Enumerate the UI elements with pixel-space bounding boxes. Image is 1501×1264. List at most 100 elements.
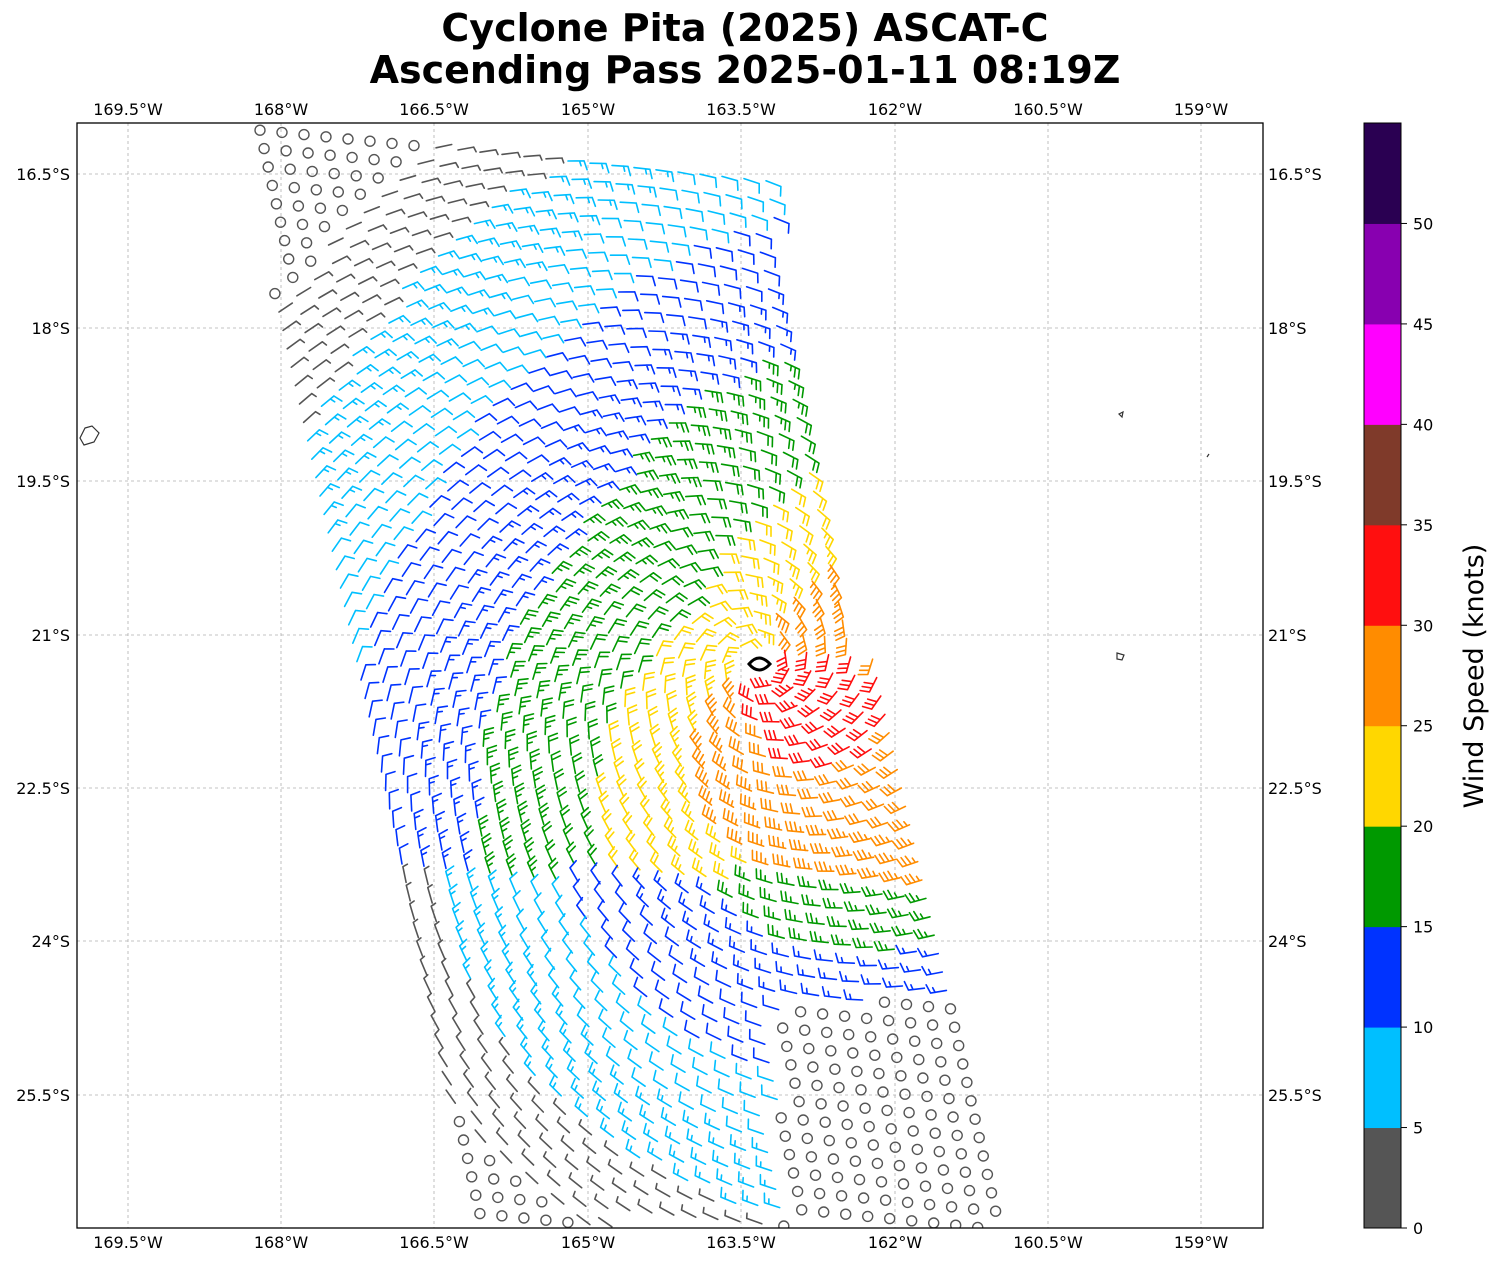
wind-barb (459, 252, 483, 263)
wind-barb (518, 695, 532, 715)
wind-barb (797, 788, 819, 800)
wind-barb (399, 174, 417, 181)
wind-barb (380, 752, 393, 773)
wind-barb (431, 792, 442, 814)
wind-barb (579, 915, 592, 938)
wind-barb (660, 657, 675, 675)
calm-marker (483, 1154, 496, 1167)
wind-barb (780, 890, 799, 905)
wind-barb (655, 169, 675, 183)
wind-barb (558, 406, 582, 416)
calm-marker (925, 1109, 937, 1121)
wind-barb (433, 232, 454, 239)
wind-barb (883, 801, 907, 815)
wind-barb (749, 592, 768, 607)
calm-marker (840, 1208, 852, 1220)
wind-barb (741, 267, 759, 284)
calm-marker (457, 1134, 470, 1146)
wind-barb (672, 1162, 689, 1182)
wind-barb (698, 785, 713, 806)
wind-barb (631, 1067, 646, 1087)
wind-barb (440, 356, 463, 365)
wind-barb (528, 645, 545, 662)
lat-tick-label-right: 21°S (1268, 626, 1307, 645)
wind-barb (695, 876, 711, 896)
wind-barb (711, 228, 730, 244)
wind-barb (400, 369, 423, 379)
wind-barb (741, 555, 760, 570)
calm-marker (857, 1192, 870, 1204)
wind-barb (588, 445, 612, 455)
wind-barb (636, 469, 659, 481)
wind-barb (530, 873, 539, 897)
wind-barb (734, 428, 753, 444)
wind-barb (675, 544, 698, 556)
lat-tick-label-right: 19.5°S (1268, 472, 1322, 491)
wind-barb (555, 578, 577, 593)
wind-barb (796, 417, 813, 436)
wind-barb (615, 183, 636, 195)
island-outline (79, 425, 100, 446)
wind-barb (509, 188, 531, 199)
wind-barb (665, 592, 688, 604)
wind-barb (571, 752, 583, 775)
wind-barb (653, 540, 676, 552)
calm-marker (921, 1090, 933, 1103)
wind-barb (426, 389, 450, 400)
wind-barb (594, 376, 617, 386)
wind-barb (493, 589, 514, 605)
wind-barb (629, 620, 650, 636)
wind-barb (589, 633, 608, 650)
colorbar-tick-label: 30 (1413, 616, 1433, 635)
wind-barb (576, 896, 587, 920)
wind-barb (592, 1080, 606, 1101)
wind-barb (371, 242, 392, 251)
wind-barb (451, 497, 473, 510)
wind-barb (463, 849, 473, 872)
wind-barb (678, 891, 693, 912)
wind-barb (801, 894, 821, 907)
wind-barb (527, 172, 547, 180)
wind-barb (891, 925, 913, 937)
wind-barb (434, 1029, 444, 1049)
wind-barb (896, 855, 919, 868)
wind-barb (473, 1015, 484, 1035)
wind-barb (376, 735, 390, 755)
wind-barb (869, 922, 891, 934)
wind-barb (675, 261, 695, 275)
wind-barb (673, 625, 694, 641)
wind-barb (822, 810, 845, 822)
wind-barb (609, 534, 632, 545)
wind-barb (677, 782, 691, 804)
wind-barb (360, 382, 383, 393)
wind-barb (627, 1048, 642, 1069)
wind-barb (527, 1076, 540, 1095)
wind-barb (515, 908, 526, 931)
wind-barb (656, 367, 677, 378)
wind-barb (602, 412, 625, 422)
wind-barb (723, 1007, 740, 1025)
wind-barb (760, 449, 778, 467)
wind-barb (693, 966, 710, 986)
wind-barb (520, 818, 531, 842)
wind-barb (510, 382, 534, 392)
wind-barb (420, 739, 433, 759)
wind-barb (290, 356, 309, 368)
wind-barb (413, 616, 432, 633)
wind-barb (540, 697, 553, 717)
wind-barb (544, 947, 556, 970)
colorbar-segment (1364, 323, 1401, 425)
wind-barb (642, 671, 656, 691)
wind-barb (619, 1011, 634, 1032)
wind-barb (382, 665, 398, 683)
calm-marker (302, 147, 314, 159)
calm-marker (818, 1206, 830, 1218)
wind-barb (611, 164, 632, 177)
wind-barb (699, 644, 718, 661)
wind-barb (404, 668, 420, 686)
wind-barb (619, 792, 630, 816)
calm-marker (324, 149, 336, 161)
wind-barb (344, 309, 364, 320)
wind-barb (384, 296, 404, 306)
wind-barb (453, 794, 464, 817)
